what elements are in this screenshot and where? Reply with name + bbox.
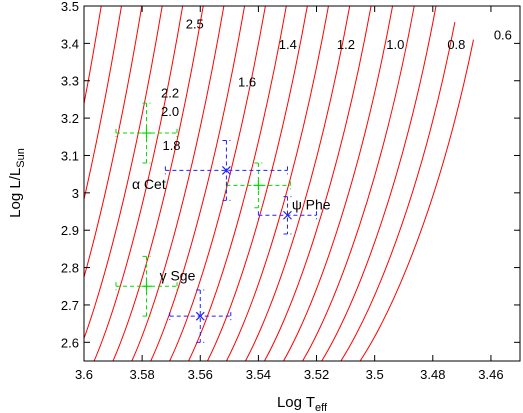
y-axis-title-main: Log L/L: [7, 168, 24, 218]
track-curve: [244, 6, 351, 361]
track-mass-label: 1.4: [279, 37, 297, 52]
track-mass-label: 1.6: [238, 74, 256, 89]
x-marker: [222, 165, 231, 175]
track-curve: [112, 6, 204, 361]
x-tick-label: 3.48: [420, 367, 445, 382]
track-curve: [359, 39, 474, 361]
track-curve: [282, 6, 394, 361]
track-curve: [187, 6, 287, 361]
evolutionary-tracks: [84, 6, 474, 361]
track-mass-labels: 2.5 2.2 2.0 1.8 1.6 1.4 1.2 1.0 0.8 0.6: [161, 16, 512, 152]
star-label: γ Sge: [160, 268, 196, 284]
track-curve: [84, 6, 122, 202]
track-mass-label: 0.6: [494, 28, 512, 43]
y-axis-title: Log L/LSun: [7, 148, 27, 218]
track-curve: [84, 6, 143, 279]
x-marker: [283, 210, 292, 220]
star-label: α Cet: [132, 176, 166, 192]
y-tick-label: 2.9: [61, 223, 79, 238]
track-curve: [168, 6, 266, 361]
x-tick-label: 3.54: [246, 367, 271, 382]
y-tick-label: 3.3: [61, 74, 79, 89]
track-mass-label: 2.2: [161, 86, 179, 101]
x-tick-label: 3.56: [188, 367, 213, 382]
track-curve: [321, 6, 437, 361]
star-label: ψ Phe: [292, 197, 331, 213]
track-curve: [84, 6, 163, 340]
track-curve: [131, 6, 225, 361]
plus-marker: [141, 281, 152, 292]
plus-marker: [253, 180, 264, 191]
y-tick-label: 3.4: [61, 36, 79, 51]
y-tick-label: 2.7: [61, 298, 79, 313]
y-tick-label: 2.6: [61, 335, 79, 350]
plus-marker: [141, 128, 152, 139]
y-tick-label: 3.5: [61, 0, 79, 14]
x-axis-title: Log Teff: [277, 394, 328, 413]
x-marker: [195, 311, 205, 321]
y-axis-title-sub: Sun: [15, 148, 27, 168]
track-mass-label: 1.0: [386, 37, 404, 52]
track-curve: [225, 6, 329, 361]
x-axis-title-main: Log T: [277, 394, 315, 411]
x-tick-label: 3.46: [478, 367, 503, 382]
track-curve: [93, 6, 184, 361]
x-tick-label: 3.58: [129, 367, 154, 382]
y-tick-label: 3.2: [61, 111, 79, 126]
x-axis-title-sub: eff: [315, 402, 328, 413]
plot-frame: [83, 5, 521, 362]
track-curve: [206, 6, 308, 361]
x-tick-label: 3.52: [304, 367, 329, 382]
track-curve: [263, 6, 372, 361]
x-tick-label: 3.6: [75, 367, 93, 382]
x-tick-label: 3.5: [366, 367, 384, 382]
y-tick-label: 3: [72, 186, 79, 201]
track-curve: [150, 6, 245, 361]
track-curve: [301, 6, 415, 361]
track-mass-label: 1.8: [162, 138, 180, 153]
y-tick-label: 3.1: [61, 148, 79, 163]
track-mass-label: 0.8: [447, 37, 465, 52]
axes: 3.6 3.58 3.56 3.54 3.52 3.5 3.48 3.46 2.6 2.7 2.8 2…: [61, 0, 520, 382]
error-bars: [115, 102, 318, 343]
star-labels: α Cet ψ Phe γ Sge: [132, 176, 331, 284]
y-tick-label: 2.8: [61, 261, 79, 276]
track-mass-label: 1.2: [337, 37, 355, 52]
track-mass-label: 2.5: [186, 16, 204, 31]
track-mass-label: 2.0: [161, 104, 179, 119]
